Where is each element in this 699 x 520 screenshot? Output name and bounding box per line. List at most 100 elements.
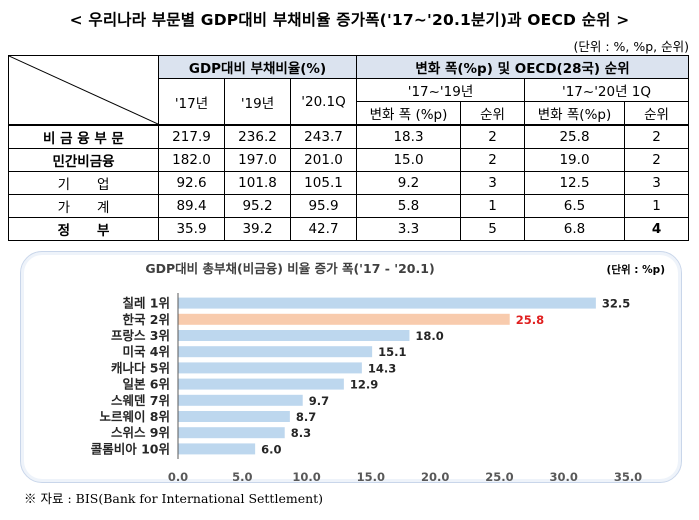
x-tick-label: 20.0 xyxy=(421,470,449,481)
x-tick-label: 35.0 xyxy=(614,470,642,481)
cell: 39.2 xyxy=(224,217,291,241)
table-row: 정 부 35.9 39.2 42.7 3.3 5 6.8 4 xyxy=(8,217,690,241)
cell: 5.8 xyxy=(356,194,461,218)
cell: 201.0 xyxy=(290,148,357,172)
cell: 217.9 xyxy=(158,124,225,149)
header-year-2017: '17년 xyxy=(158,78,225,126)
bar xyxy=(178,443,256,455)
subheader-rank-2: 순위 xyxy=(623,101,690,126)
chart-unit: (단위 : %p) xyxy=(607,263,665,276)
cell: 182.0 xyxy=(158,148,225,172)
cell: 3 xyxy=(623,171,690,195)
cell: 2 xyxy=(460,148,525,172)
category-label: 노르웨이 8위 xyxy=(99,409,170,424)
bar xyxy=(178,297,596,309)
category-label: 스웨덴 7위 xyxy=(111,393,170,408)
bar xyxy=(178,394,303,406)
cell: 15.0 xyxy=(356,148,461,172)
header-year-2020q1: '20.1Q xyxy=(290,78,357,126)
cell: 101.8 xyxy=(224,171,291,195)
cell: 1 xyxy=(460,194,525,218)
source-note: ※ 자료 : BIS(Bank for International Settle… xyxy=(24,491,324,506)
data-label: 15.1 xyxy=(378,345,406,359)
data-label: 18.0 xyxy=(415,329,443,343)
row-label: 정 부 xyxy=(8,217,159,241)
cell: 5 xyxy=(460,217,525,241)
table-row: 가 계 89.4 95.2 95.9 5.8 1 6.5 1 xyxy=(8,194,690,218)
subheader-rank-1: 순위 xyxy=(460,101,525,126)
cell: 6.5 xyxy=(524,194,625,218)
bar xyxy=(178,378,344,390)
subheader-change-1: 변화 폭 (%p) xyxy=(356,101,461,126)
cell: 12.5 xyxy=(524,171,625,195)
cell: 9.2 xyxy=(356,171,461,195)
data-label: 8.7 xyxy=(296,410,316,424)
header-change-rank: 변화 폭(%p) 및 OECD(28국) 순위 xyxy=(355,55,690,79)
row-label: 기 업 xyxy=(8,171,159,195)
data-label: 25.8 xyxy=(516,313,544,327)
row-label: 가 계 xyxy=(8,194,159,218)
cell: 3 xyxy=(460,171,525,195)
x-tick-label: 25.0 xyxy=(485,470,513,481)
unit-note: (단위 : %, %p, 순위) xyxy=(573,39,690,54)
bar xyxy=(178,346,373,358)
header-period-17-20q1: '17~'20년 1Q xyxy=(523,78,690,102)
table-corner-cell xyxy=(8,55,159,126)
cell: 89.4 xyxy=(158,194,225,218)
cell: 18.3 xyxy=(356,124,461,149)
table-row: 기 업 92.6 101.8 105.1 9.2 3 12.5 3 xyxy=(8,171,690,195)
data-label: 6.0 xyxy=(261,442,281,456)
x-tick-label: 15.0 xyxy=(357,470,385,481)
category-label: 프랑스 3위 xyxy=(111,328,170,343)
table-row: 민간비금융 182.0 197.0 201.0 15.0 2 19.0 2 xyxy=(8,148,690,172)
page-title: < 우리나라 부문별 GDP대비 부채비율 증가폭('17~'20.1분기)과 … xyxy=(69,11,630,29)
cell: 4 xyxy=(623,217,690,241)
cell: 2 xyxy=(623,148,690,172)
data-label: 14.3 xyxy=(368,361,396,375)
cell: 243.7 xyxy=(290,124,357,149)
x-tick-label: 5.0 xyxy=(232,470,252,481)
category-label: 미국 4위 xyxy=(122,344,170,359)
header-year-2019: '19년 xyxy=(224,78,291,126)
x-tick-label: 30.0 xyxy=(550,470,578,481)
cell: 92.6 xyxy=(158,171,225,195)
cell: 105.1 xyxy=(290,171,357,195)
cell: 42.7 xyxy=(290,217,357,241)
cell: 3.3 xyxy=(356,217,461,241)
bar xyxy=(178,362,362,374)
header-period-17-19: '17~'19년 xyxy=(356,78,525,102)
subheader-change-2: 변화 폭(%p) xyxy=(524,101,625,126)
cell: 236.2 xyxy=(224,124,291,149)
bar xyxy=(178,330,410,341)
diagonal-line-icon xyxy=(9,56,158,124)
row-label: 비 금 융 부 문 xyxy=(8,124,159,149)
bar xyxy=(178,411,290,422)
bar-chart: GDP대비 총부채(비금융) 비율 증가 폭('17 - '20.1) (단위 :… xyxy=(91,261,665,481)
header-gdp-ratio: GDP대비 부채비율(%) xyxy=(158,55,357,79)
debt-ratio-table: GDP대비 부채비율(%) 변화 폭(%p) 및 OECD(28국) 순위 '1… xyxy=(8,55,690,241)
table-row: 비 금 융 부 문 217.9 236.2 243.7 18.3 2 25.8 … xyxy=(8,124,690,149)
cell: 2 xyxy=(623,124,690,149)
cell: 6.8 xyxy=(524,217,625,241)
category-label: 칠레 1위 xyxy=(122,296,170,311)
cell: 19.0 xyxy=(524,148,625,172)
x-tick-label: 0.0 xyxy=(168,470,188,481)
cell: 95.2 xyxy=(224,194,291,218)
cell: 25.8 xyxy=(524,124,625,149)
cell: 95.9 xyxy=(290,194,357,218)
category-label: 한국 2위 xyxy=(122,312,170,327)
x-tick-label: 10.0 xyxy=(292,470,320,481)
cell: 197.0 xyxy=(224,148,291,172)
category-label: 캐나다 5위 xyxy=(111,360,170,375)
cell: 2 xyxy=(460,124,525,149)
data-label: 9.7 xyxy=(309,394,329,408)
category-label: 일본 6위 xyxy=(122,377,170,392)
category-label: 스위스 9위 xyxy=(111,425,170,440)
bar xyxy=(178,313,510,325)
category-label: 콜롬비아 10위 xyxy=(91,441,170,456)
data-label: 8.3 xyxy=(291,426,311,440)
data-label: 12.9 xyxy=(350,378,378,392)
bar xyxy=(178,427,285,439)
row-label: 민간비금융 xyxy=(8,148,159,172)
cell: 35.9 xyxy=(158,217,225,241)
